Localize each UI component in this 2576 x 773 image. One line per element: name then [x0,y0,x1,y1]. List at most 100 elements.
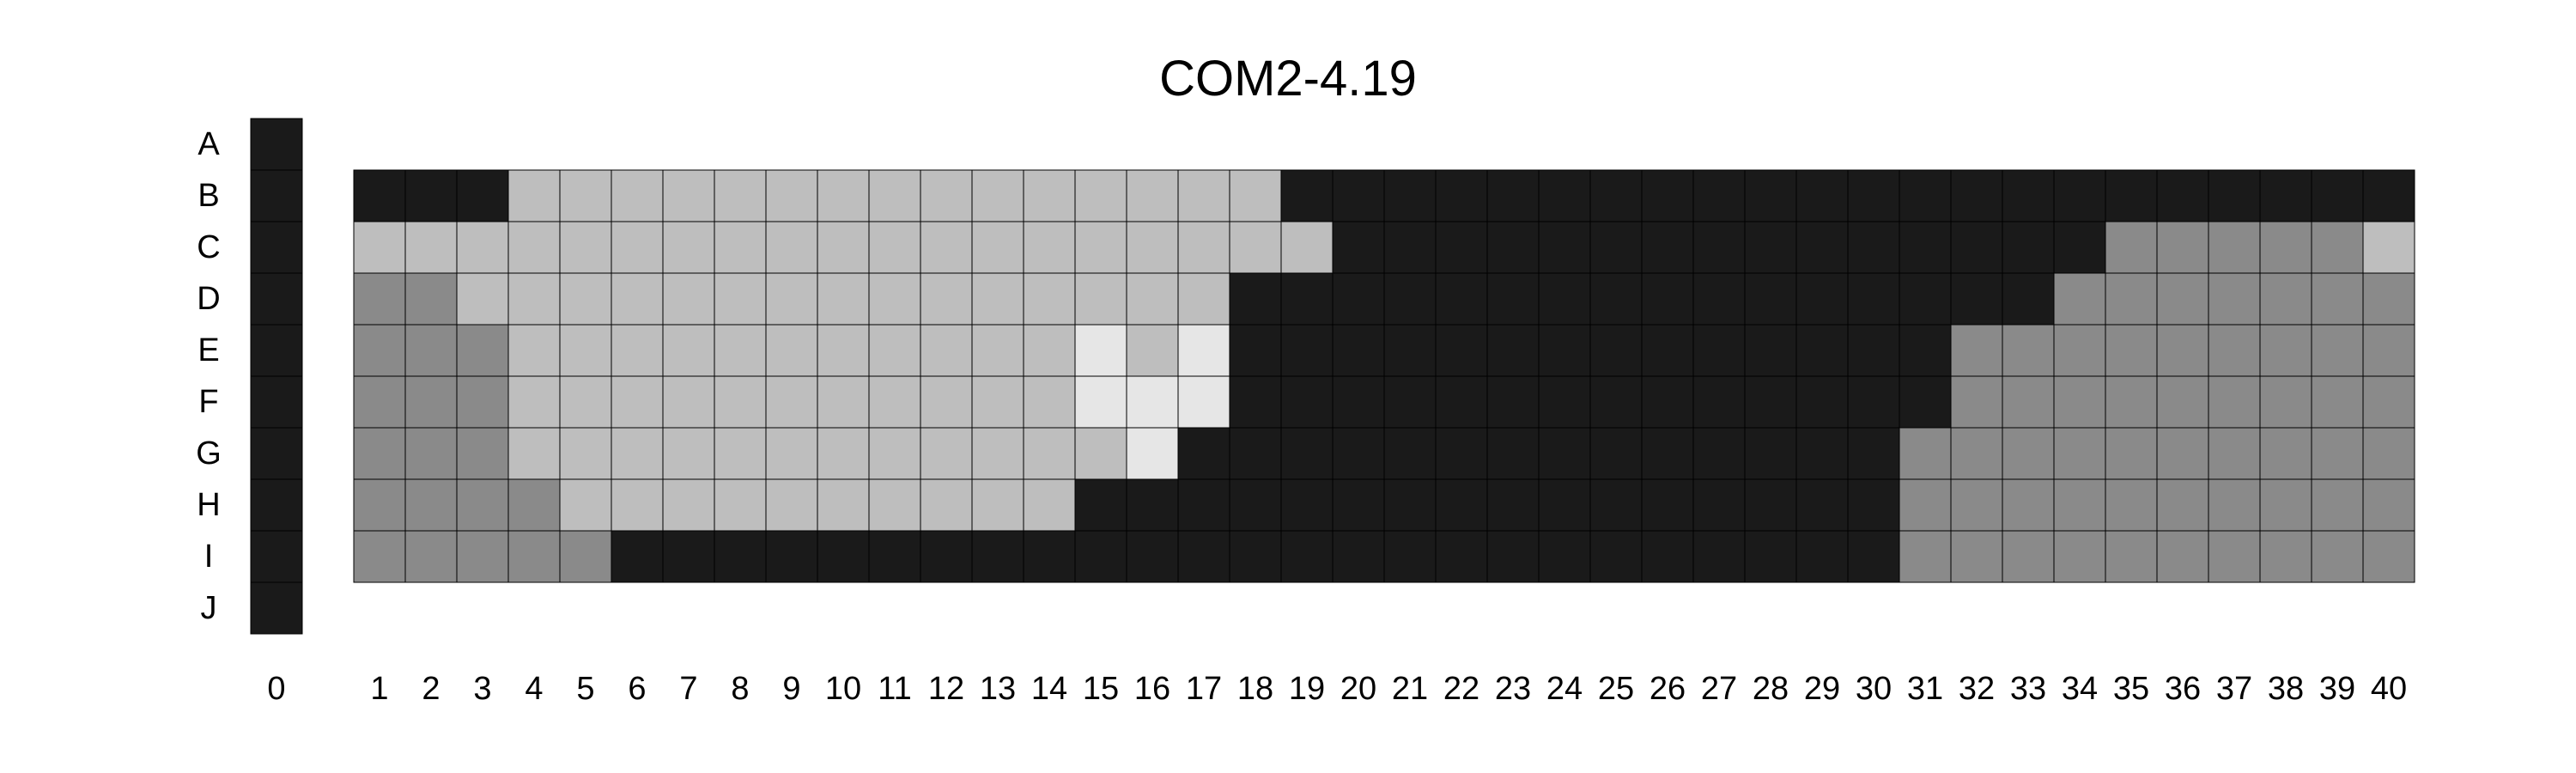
well-cell [1177,478,1230,532]
column-label: 19 [1289,671,1325,707]
well-cell [1126,221,1179,274]
well-cell [1950,478,2003,532]
well-cell [1486,478,1540,532]
well-cell [250,427,303,480]
well-cell [662,324,715,377]
column-label: 6 [628,671,646,707]
well-cell [1795,324,1849,377]
well-cell [559,375,612,429]
well-cell [404,530,458,583]
well-cell [353,530,406,583]
well-cell [404,375,458,429]
well-cell [559,221,612,274]
well-cell [662,375,715,429]
well-cell [250,581,303,635]
row-label: E [197,332,219,368]
well-cell [2002,221,2055,274]
well-cell [1692,169,1746,222]
well-cell [2156,427,2209,480]
well-cell [1074,530,1127,583]
column-label: 37 [2216,671,2252,707]
well-cell [404,169,458,222]
well-cell [1538,221,1591,274]
well-cell [1074,375,1127,429]
well-cell [507,427,561,480]
well-cell [1280,221,1334,274]
column-label: 21 [1392,671,1428,707]
well-cell [2362,324,2415,377]
well-cell [1899,478,1952,532]
well-cell [1847,427,1900,480]
well-cell [1950,221,2003,274]
well-cell [2156,324,2209,377]
well-cell [2208,324,2261,377]
well-cell [1847,221,1900,274]
well-cell [868,530,921,583]
well-cell [765,272,818,326]
well-cell [1486,324,1540,377]
well-cell [353,324,406,377]
well-cell [765,375,818,429]
well-cell [817,530,870,583]
well-cell [1126,169,1179,222]
well-cell [2053,530,2106,583]
well-cell [1899,272,1952,326]
well-cell [2156,221,2209,274]
well-cell [1692,530,1746,583]
well-cell [456,169,509,222]
well-cell [1744,530,1797,583]
well-cell [250,221,303,274]
well-cell [1538,324,1591,377]
well-cell [2362,272,2415,326]
well-cell [868,427,921,480]
well-cell [2311,427,2364,480]
well-cell [1435,169,1488,222]
well-cell [353,427,406,480]
column-label: 33 [2010,671,2046,707]
row-label: H [197,487,220,523]
column-label: 14 [1031,671,1067,707]
column-label: 13 [980,671,1016,707]
column-label: 16 [1134,671,1170,707]
well-cell [2311,478,2364,532]
well-cell [1177,530,1230,583]
well-cell [507,221,561,274]
well-cell [456,427,509,480]
column-label: 24 [1546,671,1583,707]
well-cell [1280,478,1334,532]
well-cell [1692,324,1746,377]
well-cell [971,221,1024,274]
well-cell [1486,375,1540,429]
well-cell [1641,169,1694,222]
well-cell [1280,169,1334,222]
well-cell [2002,375,2055,429]
well-cell [2053,478,2106,532]
column-label: 31 [1907,671,1943,707]
well-cell [1744,169,1797,222]
well-cell [559,169,612,222]
well-cell [507,272,561,326]
well-cell [1795,169,1849,222]
well-cell [817,478,870,532]
well-cell [1899,427,1952,480]
well-cell [1744,375,1797,429]
well-cell [353,478,406,532]
well-cell [1692,375,1746,429]
well-cell [1435,375,1488,429]
well-cell [1229,427,1282,480]
well-cell [817,427,870,480]
well-cell [1023,427,1076,480]
well-cell [1229,221,1282,274]
well-cell [353,375,406,429]
well-cell [1589,272,1643,326]
well-cell [250,169,303,222]
well-cell [2105,478,2158,532]
well-cell [1383,427,1437,480]
well-cell [1332,221,1385,274]
well-cell [2208,530,2261,583]
well-cell [1074,324,1127,377]
row-label: I [204,539,214,575]
well-cell [1074,169,1127,222]
well-cell [1795,530,1849,583]
